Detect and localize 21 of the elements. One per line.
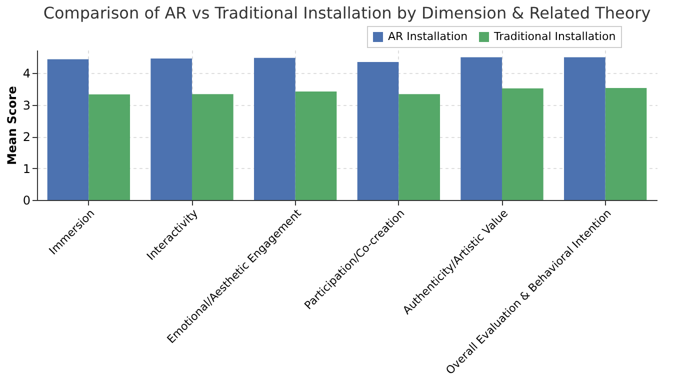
y-tick-label: 0 — [22, 194, 30, 208]
bar — [564, 57, 606, 200]
y-tick-label: 1 — [22, 162, 30, 176]
y-tick-label: 4 — [22, 66, 30, 81]
bar — [605, 88, 647, 200]
bar — [47, 59, 89, 200]
legend-label: AR Installation — [388, 30, 468, 43]
bar — [254, 58, 296, 200]
bar — [398, 94, 440, 200]
bar — [88, 94, 130, 200]
bar — [192, 94, 234, 200]
bar — [295, 92, 337, 200]
bar — [357, 62, 399, 200]
y-tick-label: 3 — [22, 98, 30, 112]
bar — [460, 57, 502, 200]
legend-label: Traditional Installation — [493, 30, 616, 43]
bar — [150, 58, 192, 200]
bar — [502, 88, 544, 200]
y-axis-title: Mean Score — [4, 86, 19, 165]
y-tick-label: 2 — [22, 130, 30, 144]
chart-title: Comparison of AR vs Traditional Installation by Dimension & Related Theory — [43, 4, 651, 22]
